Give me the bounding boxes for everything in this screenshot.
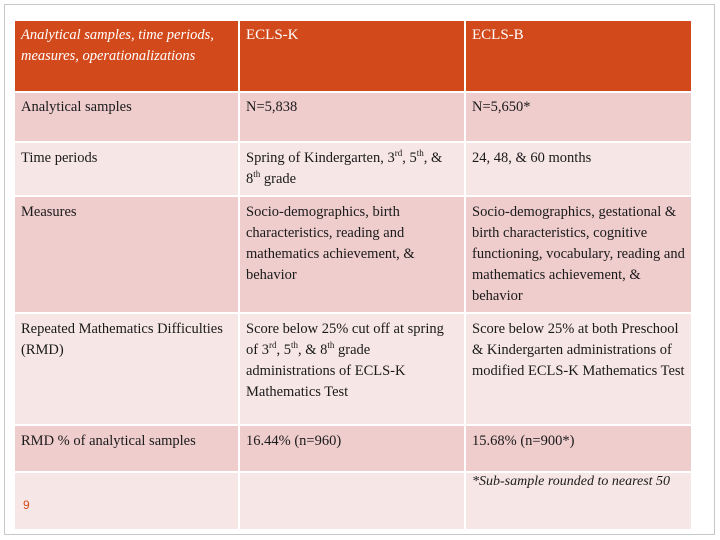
header-ecls-b-text: ECLS-B — [472, 27, 524, 43]
footnote-row-empty-1 — [15, 473, 240, 531]
superscript: th — [416, 148, 424, 159]
slide-frame — [4, 4, 715, 535]
header-ecls-k-text: ECLS-K — [246, 27, 299, 43]
text-part: grade administrations of ECLS-K Mathemat… — [246, 342, 406, 400]
row-time-periods-ecls-b: 24, 48, & 60 months — [466, 143, 691, 197]
text-part: , & 8 — [246, 150, 443, 187]
row-time-periods-ecls-k: Spring of Kindergarten, 3rd, 5th, & 8th … — [240, 143, 466, 197]
superscript: th — [290, 340, 298, 351]
row-measures-ecls-k: Socio-demographics, birth characteristic… — [240, 197, 466, 314]
row-rmd-percent-label: RMD % of analytical samples — [15, 426, 240, 473]
row-measures-label: Measures — [15, 197, 240, 314]
footnote-row-empty-2 — [240, 473, 466, 531]
table-header-ecls-k: ECLS-K — [240, 21, 466, 93]
row-measures-ecls-b: Socio-demographics, gestational & birth … — [466, 197, 691, 314]
table-footnote: *Sub-sample rounded to nearest 50 — [466, 473, 691, 531]
row-rmd-percent-ecls-k: 16.44% (n=960) — [240, 426, 466, 473]
superscript: rd — [268, 340, 277, 351]
row-analytical-samples-ecls-k: N=5,838 — [240, 93, 466, 143]
row-rmd-label: Repeated Mathematics Difficulties (RMD) — [15, 314, 240, 426]
comparison-table: Analytical samples, time periods, measur… — [15, 21, 691, 531]
row-rmd-ecls-b: Score below 25% at both Preschool & Kind… — [466, 314, 691, 426]
text-part: grade — [260, 171, 297, 187]
superscript: th — [327, 340, 335, 351]
text-part: , 5 — [402, 150, 417, 166]
text-part: Spring of Kindergarten, 3 — [246, 150, 395, 166]
superscript: th — [253, 169, 261, 180]
superscript: rd — [394, 148, 403, 159]
header-description-text: Analytical samples, time periods, measur… — [21, 27, 214, 64]
row-rmd-percent-ecls-b: 15.68% (n=900*) — [466, 426, 691, 473]
table-header-description: Analytical samples, time periods, measur… — [15, 21, 240, 93]
row-time-periods-label: Time periods — [15, 143, 240, 197]
row-rmd-ecls-k: Score below 25% cut off at spring of 3rd… — [240, 314, 466, 426]
page-number: 9 — [23, 498, 30, 512]
text-part: , 5 — [276, 342, 291, 358]
text-part: Score below 25% cut off at spring of 3 — [246, 321, 444, 358]
row-analytical-samples-ecls-b: N=5,650* — [466, 93, 691, 143]
text-part: , & 8 — [297, 342, 328, 358]
row-analytical-samples-label: Analytical samples — [15, 93, 240, 143]
table-header-ecls-b: ECLS-B — [466, 21, 691, 93]
